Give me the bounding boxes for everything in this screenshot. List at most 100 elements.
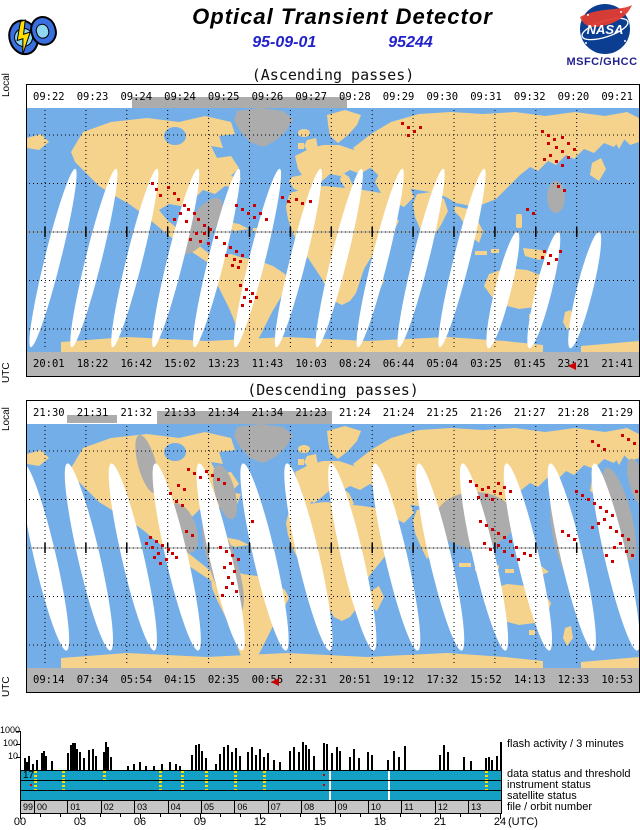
time-label: 05:04	[426, 358, 459, 370]
time-label: 09:26	[251, 90, 284, 103]
flash-dot	[567, 156, 570, 159]
x-tick	[300, 813, 301, 817]
data-gap-mark	[388, 771, 390, 781]
y-tick	[16, 757, 20, 758]
flash-dot	[193, 472, 196, 475]
time-label: 04:15	[164, 674, 196, 686]
legend-flash-activity: flash activity / 3 minutes	[507, 738, 624, 750]
flash-bar	[387, 759, 389, 770]
time-label: 17:32	[426, 674, 459, 686]
time-label: 09:23	[76, 90, 109, 103]
flash-bar	[227, 744, 229, 770]
flash-bar	[145, 766, 147, 770]
flash-bar	[302, 742, 304, 770]
flash-bar	[70, 744, 72, 770]
status-alert-dot	[30, 784, 32, 786]
flash-dot	[249, 300, 252, 303]
flash-bar	[72, 742, 74, 770]
flash-dot	[401, 122, 404, 125]
x-tick	[500, 813, 501, 819]
x-tick	[60, 813, 61, 817]
status-alert-dot	[323, 784, 325, 786]
flash-dot	[553, 138, 556, 141]
flash-dot	[631, 554, 634, 557]
legend-data-status: data status and threshold	[507, 768, 631, 780]
time-label: 21:31	[76, 406, 109, 419]
flash-dot	[611, 514, 614, 517]
flash-dot	[171, 552, 174, 555]
x-tick	[240, 813, 241, 817]
flash-dot	[529, 554, 532, 557]
flash-dot	[225, 254, 228, 257]
flash-dot	[229, 562, 232, 565]
flash-activity-plot	[20, 731, 502, 770]
flash-dot	[485, 524, 488, 527]
flash-bar	[279, 762, 281, 770]
flash-dot	[159, 194, 162, 197]
flash-bar	[247, 751, 249, 770]
flash-dot	[413, 130, 416, 133]
flash-dot	[517, 558, 520, 561]
time-label: 15:52	[470, 674, 502, 686]
time-label: 12:33	[557, 674, 590, 686]
time-label: 11:43	[251, 358, 284, 370]
flash-bar	[110, 757, 112, 770]
flash-dot	[203, 224, 206, 227]
flash-dot	[605, 510, 608, 513]
flash-bar	[36, 759, 38, 770]
x-axis-label: 15	[313, 816, 327, 828]
flash-dot	[497, 482, 500, 485]
flash-dot	[153, 556, 156, 559]
descending-title: (Descending passes)	[247, 381, 419, 399]
header: Optical Transient Detector 95-09-01 9524…	[145, 4, 540, 52]
flash-dot	[407, 126, 410, 129]
flash-dot	[197, 218, 200, 221]
orbit-number-cell: 02	[102, 801, 136, 813]
flash-bar	[76, 749, 78, 770]
flash-bar	[305, 744, 307, 770]
descending-utc-times: 09:14 07:34 05:54 04:15 02:35 00:55 22:31 20:51…	[27, 668, 639, 692]
orbit-gap-swath	[193, 168, 241, 348]
flash-dot	[491, 498, 494, 501]
time-label: 09:20	[557, 90, 590, 103]
flash-dot	[215, 236, 218, 239]
ascending-title: (Ascending passes)	[251, 66, 415, 84]
flash-dot	[235, 250, 238, 253]
flash-dot	[561, 150, 564, 153]
flash-bar	[95, 755, 97, 770]
y-axis-label-10: 10	[7, 751, 18, 761]
x-tick	[140, 813, 141, 819]
flash-bar	[92, 748, 94, 770]
descending-utc-axis-label: UTC	[1, 676, 12, 698]
map-grid	[27, 110, 639, 350]
flash-dot	[591, 440, 594, 443]
flash-dot	[173, 218, 176, 221]
flash-bar	[447, 751, 449, 770]
flash-dot-layer	[145, 434, 638, 597]
x-axis-label: 06	[133, 816, 147, 828]
flash-bar	[496, 755, 498, 770]
y-tick	[16, 731, 20, 732]
current-pass-marker	[567, 362, 576, 370]
flash-bar	[500, 741, 502, 770]
flash-dot	[573, 538, 576, 541]
flash-dot	[161, 544, 164, 547]
flash-dot	[515, 546, 518, 549]
flash-bar	[201, 750, 203, 770]
flash-bar	[175, 763, 177, 770]
flash-dot	[149, 536, 152, 539]
time-label: 08:24	[339, 358, 371, 370]
flash-dot	[185, 530, 188, 533]
flash-dot	[189, 238, 192, 241]
flash-dot	[241, 304, 244, 307]
flash-dot	[547, 262, 550, 265]
orbit-number-cell: 01	[68, 801, 102, 813]
orbit-gap-swath	[503, 463, 553, 651]
x-axis-label: 00	[13, 816, 27, 828]
orbit-gap-swath	[240, 463, 289, 651]
descending-local-times: 21:30 21:31 21:32 21:33 21:34 21:34 21:23 21:24…	[27, 401, 639, 424]
flash-dot	[509, 540, 512, 543]
orbit-gap-swaths	[29, 168, 602, 349]
orbit-gap-swath	[274, 168, 322, 348]
flash-dot	[237, 558, 240, 561]
